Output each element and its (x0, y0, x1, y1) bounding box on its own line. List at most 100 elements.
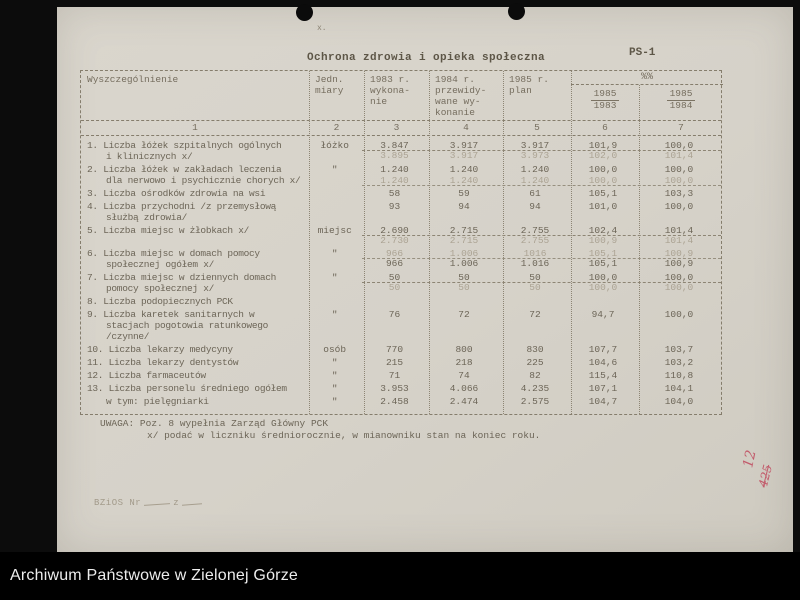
value-cell: 830 (526, 344, 544, 355)
value-cell: 3.917 (449, 150, 479, 161)
value-cell: 2.690 (380, 225, 409, 236)
value-cell: 966 (385, 248, 404, 259)
table-row: 3. Liczba ośrodków zdrowia na wsi 58 59 61 1… (81, 188, 721, 199)
value-cell: 1.240 (520, 164, 550, 175)
row-label-line: 1. Liczba łóżek szpitalnych ogólnych (87, 140, 282, 151)
row-label-line: 3. Liczba ośrodków zdrowia na wsi (87, 188, 266, 199)
row-label-line: 4. Liczba przychodni /z przemysłową (87, 201, 277, 212)
handwritten-scribble (182, 503, 203, 506)
unit-cell: " (331, 164, 338, 175)
value-cell: 105,1 (588, 188, 618, 199)
table-row: 6. Liczba miejsc w domach pomocy społeczn… (81, 248, 721, 270)
value-cell: 103,7 (664, 344, 694, 355)
table-body: 1. Liczba łóżek szpitalnych ogólnych i kl… (81, 136, 721, 414)
value-line: 2.690 2.715 2.755 102,4 101,4 (362, 225, 721, 236)
table-row: 5. Liczba miejsc w żłobkach x/miejsc 2.69… (81, 225, 721, 246)
value-cell: 104,6 (588, 357, 618, 368)
value-cell: 966 (385, 258, 404, 269)
table-row: 11. Liczba lekarzy dentystów " 215 218 225 10… (81, 357, 721, 368)
value-cell: 1.240 (380, 164, 409, 175)
value-cell: 3.917 (520, 140, 550, 151)
value-cell: 50 (458, 272, 470, 283)
column-separator (503, 71, 504, 414)
value-cell: 101,9 (588, 140, 618, 151)
value-cell: 61 (529, 188, 541, 199)
unit-cell: miejsc (317, 225, 352, 236)
value-cell: 1.240 (380, 175, 409, 186)
value-line: 966 1.006 1016 105,1 100,9 (362, 248, 721, 259)
row-values: 2.458 2.474 2.575 104,7 104,0 (362, 396, 721, 407)
column-separator (639, 85, 640, 414)
row-values: 3.847 3.917 3.917 101,9 100,0 3.895 3.917 3.973… (362, 140, 721, 162)
unit-cell: " (331, 357, 338, 368)
row-label: 3. Liczba ośrodków zdrowia na wsi (81, 188, 307, 199)
value-cell: 2.474 (449, 396, 479, 407)
row-label: 1. Liczba łóżek szpitalnych ogólnych i kl… (81, 140, 307, 162)
row-label: 7. Liczba miejsc w dziennych domach pomoc… (81, 272, 307, 294)
value-cell: 105,1 (588, 248, 618, 259)
value-cell: 94,7 (591, 309, 615, 320)
value-cell: 4.235 (520, 383, 550, 394)
value-cell: 3.973 (520, 150, 550, 161)
row-values: 93 94 94 101,0 100,0 (362, 201, 721, 223)
value-cell: 2.575 (520, 396, 550, 407)
unit-cell: " (331, 383, 338, 394)
handwritten-scribble (144, 503, 171, 506)
value-cell: 110,8 (664, 370, 694, 381)
archive-bar: Archiwum Państwowe w Zielonej Górze (0, 552, 800, 600)
column-separator (571, 71, 572, 414)
row-label: 4. Liczba przychodni /z przemysłową służb… (81, 201, 307, 223)
table-row: 8. Liczba podopiecznych PCK (81, 296, 721, 307)
value-line: 3.847 3.917 3.917 101,9 100,0 (362, 140, 721, 151)
value-cell: 94 (458, 201, 470, 212)
value-cell: 1.006 (449, 258, 479, 269)
value-cell: 102,4 (588, 225, 618, 236)
unit-cell (307, 201, 362, 223)
value-cell: 215 (385, 357, 404, 368)
row-label: w tym: pielęgniarki (81, 396, 307, 407)
value-cell: 72 (458, 309, 470, 320)
value-cell: 105,1 (588, 258, 618, 269)
table-row: 2. Liczba łóżek w zakładach leczenia dla … (81, 164, 721, 186)
uwaga-line2: x/ podać w liczniku średniorocznie, w mi… (147, 430, 541, 441)
table-row: 12. Liczba farmaceutów " 71 74 82 115,4 110,8 (81, 370, 721, 381)
header-jedn-miary: Jedn. miary (315, 74, 344, 96)
row-label: 11. Liczba lekarzy dentystów (81, 357, 307, 368)
value-line: 1.240 1.240 1.240 100,0 100,0 (362, 164, 721, 175)
table-row: 4. Liczba przychodni /z przemysłową służb… (81, 201, 721, 223)
value-line: 93 94 94 101,0 100,0 (362, 201, 721, 212)
unit-cell: " (331, 370, 338, 381)
row-values: 58 59 61 105,1 103,3 (362, 188, 721, 199)
value-cell: 72 (529, 309, 541, 320)
row-label-line: 13. Liczba personelu średniego ogółem (87, 383, 287, 394)
value-cell: 3.847 (380, 140, 409, 151)
row-label-line: 7. Liczba miejsc w dziennych domach (87, 272, 277, 283)
value-line: 71 74 82 115,4 110,8 (362, 370, 721, 381)
value-cell: 101,4 (664, 150, 694, 161)
uwaga-note: UWAGA: Poz. 8 wypełnia Zarząd Główny PCK… (100, 418, 540, 442)
value-line: 3.953 4.066 4.235 107,1 104,1 (362, 383, 721, 394)
unit-cell: łóżko (320, 140, 349, 151)
row-label-line: społecznej ogółem x/ (106, 259, 215, 270)
value-cell: 100,0 (664, 201, 694, 212)
unit-cell: " (331, 309, 338, 320)
value-cell: 800 (455, 344, 473, 355)
value-line: 2.458 2.474 2.575 104,7 104,0 (362, 396, 721, 407)
value-cell: 100,0 (664, 164, 694, 175)
table-row: w tym: pielęgniarki " 2.458 2.474 2.575 104,7… (81, 396, 721, 407)
archive-bar-label: Archiwum Państwowe w Zielonej Górze (10, 567, 298, 584)
value-line: 2.730 2.715 2.755 100,9 101,4 (362, 235, 721, 246)
value-cell: 104,7 (588, 396, 618, 407)
row-label-line: 10. Liczba lekarzy medycyny (87, 344, 233, 355)
value-cell: 225 (526, 357, 544, 368)
red-handwritten-number: 12 (740, 448, 760, 470)
row-label-line: dla nerwowo i psychicznie chorych x/ (106, 175, 301, 186)
ratio-1985-1984: 1985 1984 (639, 89, 723, 111)
value-cell: 100,0 (664, 140, 694, 151)
uwaga-label: UWAGA: (100, 418, 135, 429)
row-label-line: stacjach pogotowia ratunkowego (106, 320, 269, 331)
value-cell: 101,4 (664, 225, 694, 236)
row-label: 6. Liczba miejsc w domach pomocy społeczn… (81, 248, 307, 270)
row-label-line: i klinicznych x/ (106, 151, 193, 162)
value-cell: 2.755 (520, 225, 550, 236)
